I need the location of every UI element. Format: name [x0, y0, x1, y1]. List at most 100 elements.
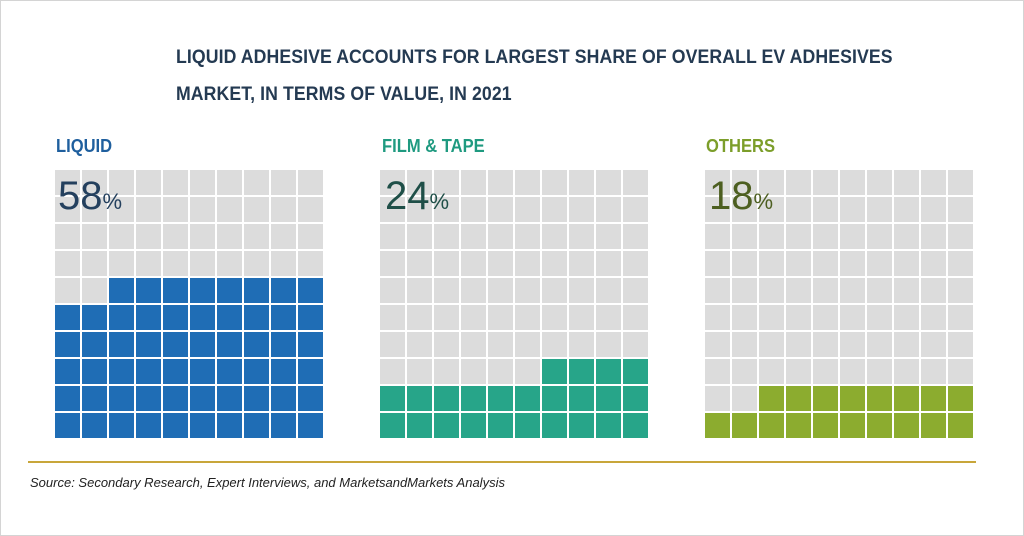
waffle-cell-empty	[894, 278, 919, 303]
waffle-cell-filled-liquid	[217, 359, 242, 384]
waffle-cell-filled-liquid	[82, 332, 107, 357]
waffle-cell-empty	[921, 224, 946, 249]
waffle-cell-filled-others	[867, 386, 892, 411]
waffle-cell-empty	[948, 251, 973, 276]
waffle-cell-filled-liquid	[55, 386, 80, 411]
waffle-cell-empty	[786, 332, 811, 357]
waffle-cell-empty	[271, 251, 296, 276]
value-unit: %	[753, 189, 774, 214]
waffle-cell-filled-liquid	[298, 359, 323, 384]
waffle-cell-filled-liquid	[163, 278, 188, 303]
waffle-cell-empty	[921, 251, 946, 276]
waffle-cell-filled-liquid	[55, 305, 80, 330]
waffle-cell-empty	[596, 197, 621, 222]
waffle-grid-film-tape	[380, 170, 650, 440]
waffle-cell-filled-liquid	[190, 305, 215, 330]
waffle-cell-filled-liquid	[271, 305, 296, 330]
waffle-cell-empty	[515, 332, 540, 357]
waffle-cell-empty	[55, 170, 80, 195]
waffle-cell-filled-liquid	[109, 305, 134, 330]
waffle-cell-empty	[407, 305, 432, 330]
waffle-cell-empty	[244, 251, 269, 276]
waffle-cell-empty	[759, 278, 784, 303]
waffle-cell-empty	[542, 224, 567, 249]
waffle-cell-filled-liquid	[136, 386, 161, 411]
waffle-cell-filled-liquid	[271, 413, 296, 438]
waffle-cell-filled-others	[921, 386, 946, 411]
waffle-cell-empty	[488, 224, 513, 249]
waffle-cell-filled-liquid	[298, 305, 323, 330]
waffle-cell-filled-liquid	[136, 278, 161, 303]
waffle-cell-filled-film-tape	[380, 413, 405, 438]
waffle-cell-filled-liquid	[163, 413, 188, 438]
waffle-cell-empty	[596, 224, 621, 249]
value-label-others: 18%	[709, 176, 773, 216]
waffle-cell-empty	[217, 197, 242, 222]
waffle-cell-empty	[434, 305, 459, 330]
waffle-cell-filled-film-tape	[596, 359, 621, 384]
waffle-cell-empty	[840, 170, 865, 195]
waffle-cell-empty	[298, 224, 323, 249]
waffle-cell-filled-film-tape	[434, 413, 459, 438]
waffle-cell-empty	[488, 359, 513, 384]
waffle-cell-filled-liquid	[136, 413, 161, 438]
waffle-cell-filled-film-tape	[623, 359, 648, 384]
waffle-cell-empty	[271, 224, 296, 249]
waffle-cell-empty	[705, 197, 730, 222]
waffle-cell-empty	[813, 305, 838, 330]
waffle-cell-filled-liquid	[109, 413, 134, 438]
waffle-cell-empty	[136, 197, 161, 222]
waffle-cell-empty	[732, 332, 757, 357]
waffle-cell-filled-film-tape	[515, 413, 540, 438]
waffle-cell-empty	[488, 278, 513, 303]
waffle-cell-empty	[488, 305, 513, 330]
waffle-cell-empty	[921, 278, 946, 303]
waffle-cell-filled-liquid	[298, 413, 323, 438]
waffle-cell-empty	[55, 197, 80, 222]
waffle-cell-filled-liquid	[163, 386, 188, 411]
waffle-cell-filled-film-tape	[569, 386, 594, 411]
waffle-cell-filled-liquid	[190, 359, 215, 384]
waffle-cell-filled-film-tape	[461, 413, 486, 438]
waffle-cell-empty	[732, 278, 757, 303]
waffle-cell-empty	[894, 359, 919, 384]
waffle-cell-empty	[732, 197, 757, 222]
waffle-cell-filled-film-tape	[569, 359, 594, 384]
panel-label-liquid: LIQUID	[56, 136, 113, 156]
waffle-cell-filled-liquid	[271, 278, 296, 303]
waffle-cell-filled-liquid	[217, 278, 242, 303]
value-unit: %	[429, 189, 450, 214]
waffle-cell-empty	[569, 197, 594, 222]
waffle-cell-empty	[515, 359, 540, 384]
waffle-cell-filled-others	[894, 413, 919, 438]
waffle-cell-empty	[759, 332, 784, 357]
waffle-cell-empty	[813, 197, 838, 222]
waffle-cell-filled-liquid	[190, 386, 215, 411]
waffle-cell-empty	[948, 197, 973, 222]
waffle-cell-empty	[596, 251, 621, 276]
waffle-cell-empty	[190, 197, 215, 222]
waffle-cell-empty	[515, 305, 540, 330]
waffle-cell-empty	[596, 332, 621, 357]
waffle-cell-empty	[759, 305, 784, 330]
waffle-cell-filled-liquid	[163, 332, 188, 357]
waffle-cell-empty	[623, 197, 648, 222]
waffle-cell-empty	[840, 278, 865, 303]
waffle-cell-empty	[921, 197, 946, 222]
waffle-cell-empty	[244, 170, 269, 195]
waffle-cell-empty	[82, 278, 107, 303]
waffle-cell-empty	[488, 197, 513, 222]
waffle-cell-filled-liquid	[244, 305, 269, 330]
waffle-cell-empty	[434, 224, 459, 249]
waffle-cell-empty	[786, 278, 811, 303]
waffle-cell-empty	[759, 251, 784, 276]
waffle-cell-filled-film-tape	[461, 386, 486, 411]
waffle-cell-filled-film-tape	[488, 386, 513, 411]
waffle-cell-empty	[542, 305, 567, 330]
waffle-cell-filled-liquid	[217, 305, 242, 330]
waffle-cell-filled-film-tape	[488, 413, 513, 438]
waffle-cell-filled-film-tape	[515, 386, 540, 411]
waffle-cell-empty	[894, 224, 919, 249]
waffle-cell-filled-film-tape	[434, 386, 459, 411]
waffle-cell-empty	[488, 332, 513, 357]
